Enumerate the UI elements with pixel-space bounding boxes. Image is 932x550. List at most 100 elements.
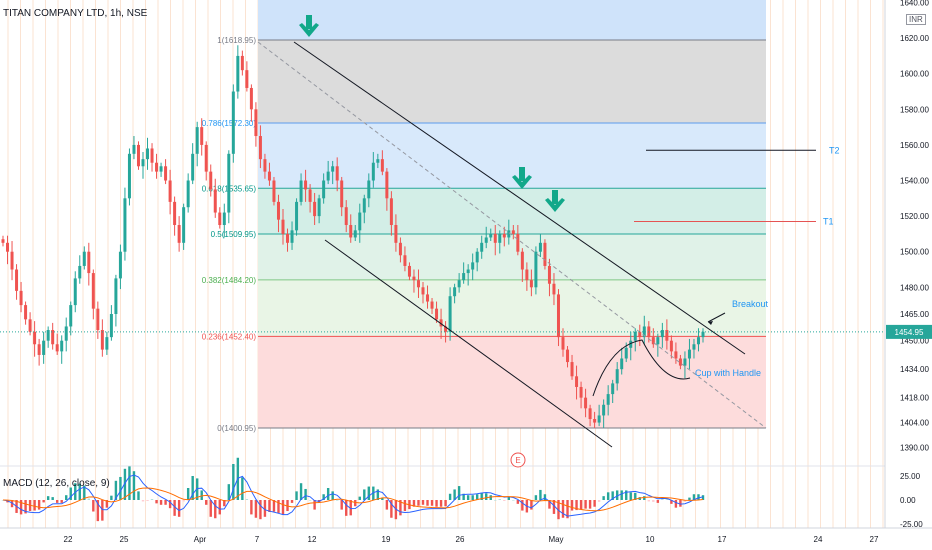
candle-body bbox=[42, 340, 46, 355]
candle-body bbox=[543, 242, 547, 266]
fibonacci-retracement[interactable]: 1(1618.95)0.786(1572.30)0.618(1535.65)0.… bbox=[202, 0, 766, 433]
macd-histogram-bar bbox=[340, 500, 343, 510]
macd-histogram-bar bbox=[105, 500, 109, 508]
candle-body bbox=[87, 251, 91, 274]
candle-body bbox=[200, 127, 204, 145]
candle-body bbox=[33, 331, 37, 345]
candle-body bbox=[254, 109, 258, 137]
candle-body bbox=[37, 344, 41, 355]
candle-body bbox=[209, 171, 213, 190]
macd-histogram-bar bbox=[543, 494, 547, 500]
macd-histogram-bar bbox=[466, 495, 470, 500]
candle-body bbox=[421, 287, 425, 295]
candle-body bbox=[155, 162, 159, 172]
macd-histogram-bar bbox=[444, 500, 447, 507]
candle-body bbox=[69, 305, 73, 327]
macd-histogram-bar bbox=[42, 500, 45, 503]
macd-histogram-bar bbox=[114, 480, 118, 500]
candle-body bbox=[100, 330, 104, 350]
macd-histogram-bar bbox=[376, 489, 380, 500]
candle-body bbox=[118, 251, 122, 279]
macd-histogram-bar bbox=[55, 500, 59, 503]
fib-zone bbox=[258, 0, 766, 40]
candle-body bbox=[19, 290, 23, 306]
candle-body bbox=[245, 70, 249, 88]
price-tick-label: 1450.00 bbox=[900, 337, 929, 346]
candle-body bbox=[403, 255, 407, 266]
cup-handle-curve bbox=[592, 339, 691, 397]
macd-histogram-bar bbox=[399, 500, 402, 516]
time-tick-label: 7 bbox=[255, 535, 260, 544]
macd-histogram-bar bbox=[177, 500, 181, 517]
fib-zone bbox=[258, 336, 766, 428]
macd-histogram-bar bbox=[539, 489, 542, 500]
candle-body bbox=[127, 153, 131, 199]
macd-histogram-bar bbox=[19, 500, 23, 515]
candle-body bbox=[78, 265, 82, 279]
candle-body bbox=[272, 180, 276, 202]
candle-body bbox=[538, 242, 542, 252]
macd-histogram-bar bbox=[530, 500, 533, 510]
candle-body bbox=[584, 397, 588, 409]
macd-histogram-bar bbox=[335, 500, 339, 501]
candle-body bbox=[304, 180, 308, 190]
macd-histogram-bar bbox=[132, 471, 136, 500]
price-tick-label: 1580.00 bbox=[900, 105, 929, 114]
candle-body bbox=[525, 269, 529, 281]
candle-body bbox=[642, 326, 646, 338]
time-tick-label: 24 bbox=[814, 535, 823, 544]
candle-body bbox=[439, 319, 443, 327]
macd-histogram-bar bbox=[141, 500, 145, 502]
candle-body bbox=[6, 242, 10, 252]
candle-body bbox=[28, 319, 32, 332]
candle-body bbox=[484, 237, 488, 243]
macd-histogram-bar bbox=[349, 500, 352, 516]
macd-histogram-bar bbox=[661, 498, 664, 500]
candle-body bbox=[426, 294, 430, 302]
candle-body bbox=[168, 180, 172, 202]
candle-body bbox=[236, 55, 240, 92]
time-tick-label: 22 bbox=[64, 535, 73, 544]
candle-body bbox=[222, 212, 226, 226]
fib-zone bbox=[258, 279, 766, 337]
down-arrow-shaft bbox=[519, 167, 525, 181]
candle-body bbox=[448, 296, 452, 332]
price-tick-label: 1418.00 bbox=[900, 394, 929, 403]
candle-body bbox=[227, 153, 231, 213]
macd-histogram-bar bbox=[426, 500, 429, 506]
macd-legend-title: MACD (12, 26, close, 9) bbox=[3, 478, 110, 489]
price-tick-label: 1434.00 bbox=[900, 365, 929, 374]
price-tick-label: 1540.00 bbox=[900, 177, 929, 186]
macd-histogram-bar bbox=[83, 485, 86, 500]
macd-histogram-bar bbox=[593, 500, 596, 507]
macd-histogram-bar bbox=[155, 500, 158, 504]
macd-histogram-bar bbox=[218, 500, 221, 515]
candle-body bbox=[313, 201, 317, 217]
event-marker-label: E bbox=[515, 456, 520, 465]
currency-badge[interactable]: INR bbox=[906, 14, 926, 25]
candle-body bbox=[24, 305, 28, 320]
macd-histogram-bar bbox=[489, 495, 492, 500]
candle-body bbox=[389, 198, 393, 226]
macd-histogram-bar bbox=[602, 496, 605, 500]
candle-body bbox=[276, 201, 280, 220]
macd-histogram-bar bbox=[503, 500, 506, 501]
price-tick-label: 1390.00 bbox=[900, 443, 929, 452]
candle-body bbox=[516, 233, 520, 252]
candle-body bbox=[367, 180, 371, 199]
candle-body bbox=[55, 344, 59, 352]
candle-body bbox=[493, 233, 497, 243]
fib-level-label: 1(1618.95) bbox=[217, 36, 256, 45]
candle-body bbox=[249, 87, 253, 110]
macd-histogram-bar bbox=[557, 500, 560, 520]
drawing-tools[interactable]: T2 T1 Cup with Handle Breakout E bbox=[257, 15, 840, 468]
macd-histogram-bar bbox=[548, 500, 551, 509]
candle-body bbox=[412, 276, 416, 281]
candle-body bbox=[480, 242, 484, 252]
candle-body bbox=[344, 207, 348, 226]
macd-histogram-bar bbox=[570, 500, 574, 511]
time-axis[interactable]: 22 25 Apr 7 12 19 26 May 10 17 24 27 bbox=[0, 527, 932, 544]
fib-level-label: 0.382(1484.20) bbox=[202, 276, 257, 285]
